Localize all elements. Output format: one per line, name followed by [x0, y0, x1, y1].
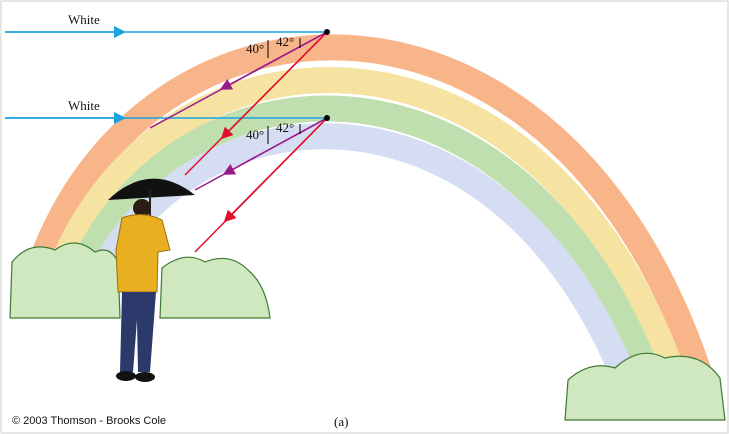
angle-label: 40° [246, 41, 264, 56]
angle-label: 42° [276, 120, 294, 135]
bush-left [10, 243, 120, 318]
ray-label: White [68, 12, 100, 27]
ray-label: White [68, 98, 100, 113]
copyright: © 2003 Thomson - Brooks Cole [12, 415, 166, 427]
legs [120, 292, 156, 372]
shoe [135, 372, 155, 382]
droplet [324, 115, 330, 121]
angle-label: 42° [276, 34, 294, 49]
droplet [324, 29, 330, 35]
panel-label: (a) [334, 414, 348, 429]
shoe [116, 371, 136, 381]
rainbow-diagram: White 40° 42° White 40° 42° © 2003 Thoms… [0, 0, 729, 434]
angle-label: 40° [246, 127, 264, 142]
